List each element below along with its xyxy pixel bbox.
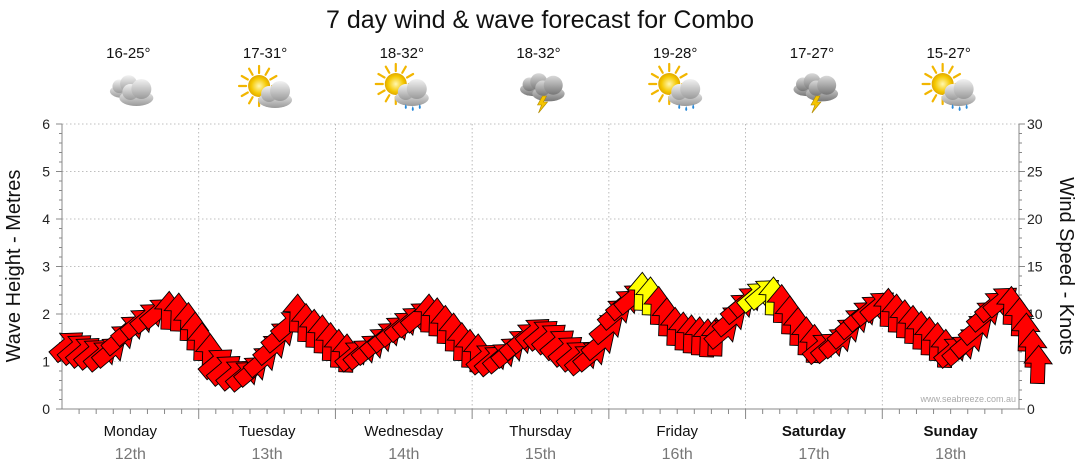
- date-label: 16th: [662, 446, 693, 463]
- sun-cloud-rain-icon: [648, 62, 703, 111]
- y-axis-left-title: Wave Height - Metres: [3, 170, 25, 363]
- temperature-label: 15-27°: [926, 45, 970, 62]
- y-left-tick-label: 0: [42, 401, 50, 417]
- day-label: Monday: [104, 423, 158, 440]
- y-axis-right-title: Wind Speed - Knots: [1055, 177, 1077, 355]
- day-label: Saturday: [782, 423, 847, 440]
- temperature-label: 18-32°: [516, 45, 560, 62]
- day-label: Tuesday: [239, 423, 296, 440]
- temperature-label: 19-28°: [653, 45, 697, 62]
- sun-cloud-rain-icon: [921, 62, 976, 111]
- y-right-tick-label: 25: [1027, 164, 1043, 180]
- date-label: 12th: [115, 446, 146, 463]
- y-left-tick-label: 5: [42, 164, 50, 180]
- day-label: Wednesday: [364, 423, 443, 440]
- y-left-tick-label: 4: [42, 211, 50, 227]
- day-label: Sunday: [924, 423, 979, 440]
- sun-cloud-rain-icon: [374, 62, 429, 111]
- y-right-tick-label: 30: [1027, 116, 1043, 132]
- date-label: 14th: [388, 446, 419, 463]
- temperature-label: 18-32°: [380, 45, 424, 62]
- chart-title: 7 day wind & wave forecast for Combo: [326, 6, 754, 34]
- y-left-tick-label: 2: [42, 306, 50, 322]
- y-left-tick-label: 3: [42, 259, 50, 275]
- y-right-tick-label: 10: [1027, 306, 1043, 322]
- temperature-label: 16-25°: [106, 45, 150, 62]
- cloud-icon: [109, 75, 154, 106]
- sun-cloud-icon: [237, 64, 293, 108]
- y-left-tick-label: 6: [42, 116, 50, 132]
- storm-cloud-icon: [793, 73, 839, 114]
- y-right-tick-label: 15: [1027, 259, 1043, 275]
- date-label: 13th: [252, 446, 283, 463]
- credit-text: www.seabreeze.com.au: [919, 394, 1016, 404]
- lightning-bolt: [810, 95, 822, 114]
- date-label: 18th: [935, 446, 966, 463]
- lightning-bolt: [536, 95, 549, 114]
- day-label: Thursday: [509, 423, 572, 440]
- day-label: Friday: [656, 423, 698, 440]
- temperature-label: 17-31°: [243, 45, 287, 62]
- storm-cloud-icon: [520, 73, 565, 114]
- date-label: 15th: [525, 446, 556, 463]
- y-right-tick-label: 20: [1027, 211, 1043, 227]
- temperature-label: 17-27°: [790, 45, 834, 62]
- y-left-tick-label: 1: [42, 354, 50, 370]
- date-label: 17th: [798, 446, 829, 463]
- y-right-tick-label: 0: [1027, 401, 1035, 417]
- wind-arrow: [1023, 344, 1053, 385]
